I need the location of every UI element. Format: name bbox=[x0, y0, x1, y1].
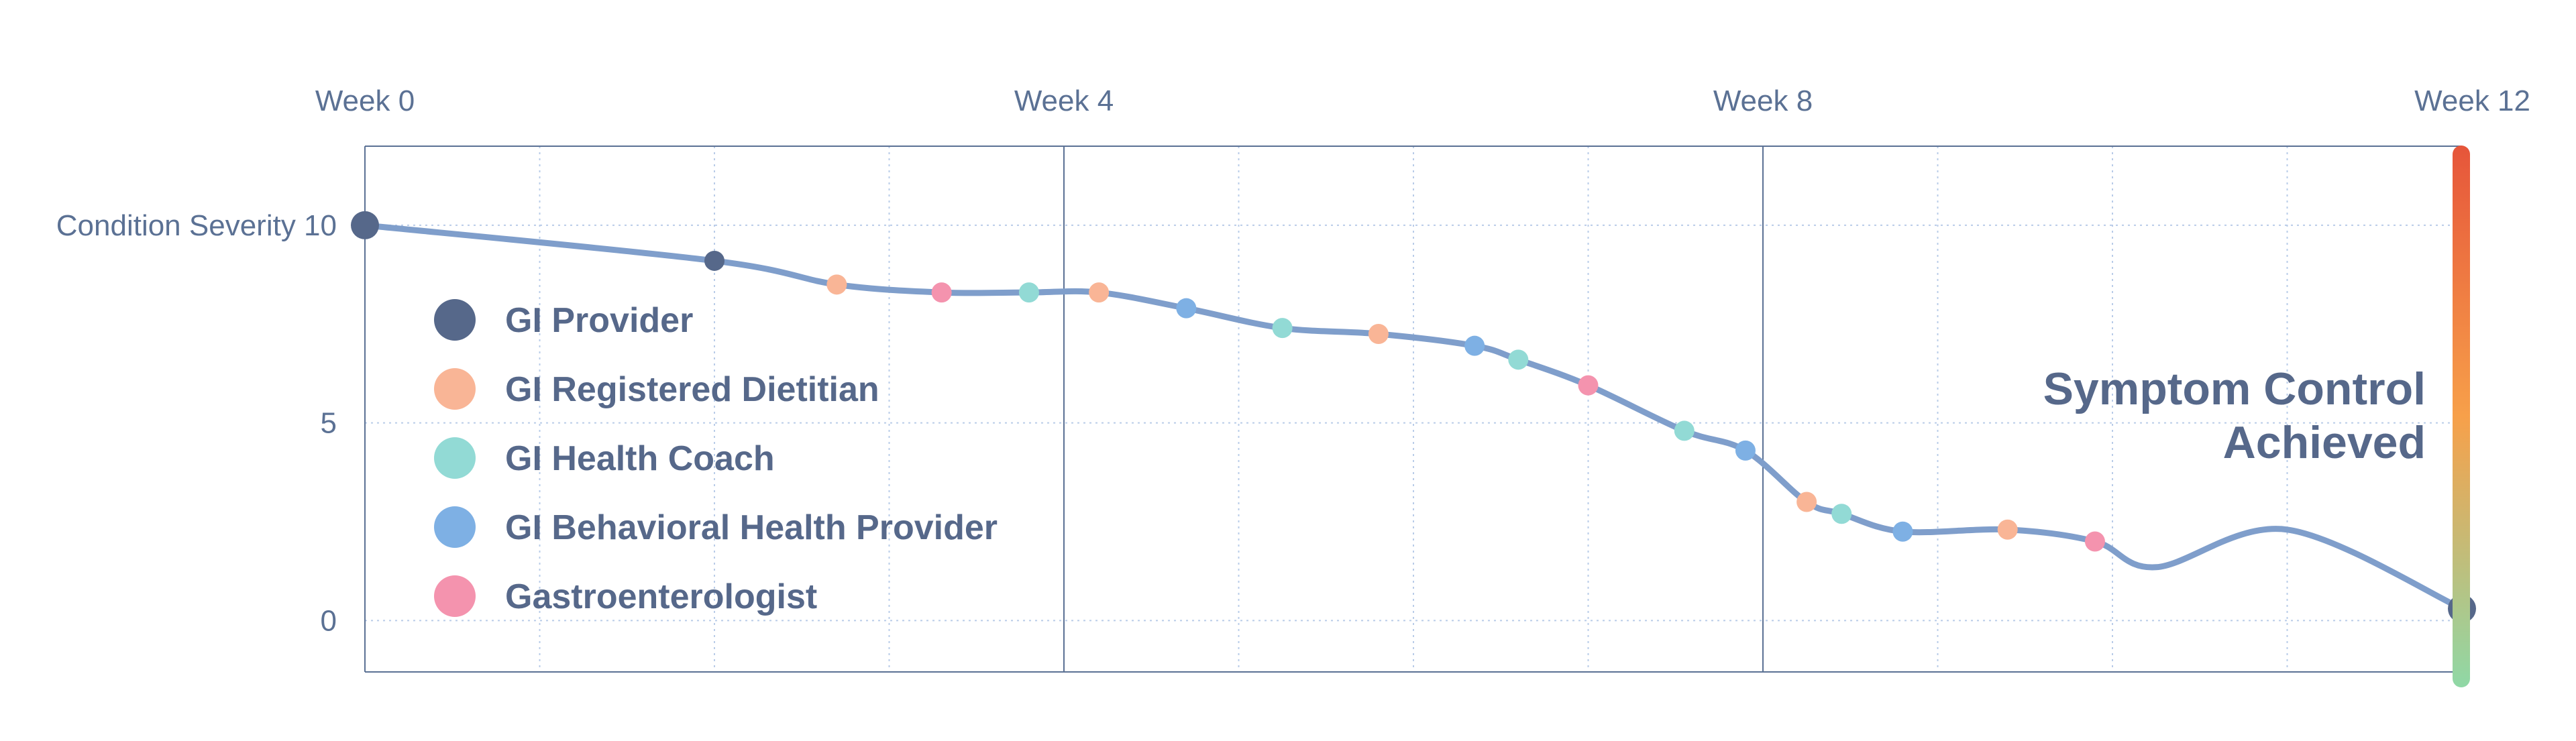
touchpoint-marker bbox=[1735, 440, 1756, 461]
touchpoint-marker bbox=[1272, 318, 1293, 339]
touchpoint-marker bbox=[1578, 375, 1599, 396]
touchpoint-marker bbox=[1796, 492, 1817, 512]
touchpoint-marker bbox=[826, 274, 847, 295]
x-tick-label: Week 4 bbox=[1014, 84, 1114, 117]
legend-label: GI Registered Dietitian bbox=[505, 370, 879, 409]
touchpoint-marker bbox=[1997, 519, 2018, 540]
touchpoint-marker bbox=[1176, 298, 1197, 319]
legend-label: GI Behavioral Health Provider bbox=[505, 508, 998, 547]
y-tick-label: Condition Severity 10 bbox=[56, 209, 337, 242]
touchpoint-marker bbox=[704, 250, 724, 271]
touchpoint-marker bbox=[351, 211, 379, 239]
touchpoint-marker bbox=[1089, 282, 1110, 303]
legend-swatch bbox=[434, 437, 476, 479]
x-tick-label: Week 12 bbox=[2414, 84, 2530, 117]
y-tick-label: 0 bbox=[321, 604, 337, 637]
touchpoint-marker bbox=[2084, 531, 2105, 552]
x-axis-tick-labels: Week 0 Week 4 Week 8 Week 12 bbox=[315, 84, 2530, 117]
legend-swatch bbox=[434, 506, 476, 548]
touchpoint-marker bbox=[1464, 335, 1485, 356]
touchpoint-marker bbox=[1674, 420, 1695, 441]
severity-gradient-bar-rect bbox=[2453, 146, 2470, 687]
annotation-text: Achieved bbox=[2223, 417, 2426, 468]
touchpoint-markers bbox=[351, 211, 2476, 623]
touchpoint-marker bbox=[1831, 504, 1852, 524]
severity-gradient-bar bbox=[2453, 146, 2470, 687]
legend-label: GI Provider bbox=[505, 301, 693, 340]
legend-swatch bbox=[434, 368, 476, 410]
x-tick-label: Week 0 bbox=[315, 84, 415, 117]
legend-swatch bbox=[434, 575, 476, 617]
touchpoint-marker bbox=[1018, 282, 1039, 303]
legend: GI Provider GI Registered Dietitian GI Hea… bbox=[434, 299, 998, 617]
legend-label: GI Health Coach bbox=[505, 439, 775, 478]
legend-label: Gastroenterologist bbox=[505, 577, 817, 616]
annotation-text: Symptom Control bbox=[2043, 363, 2426, 414]
y-tick-label: 5 bbox=[321, 407, 337, 440]
touchpoint-marker bbox=[1368, 324, 1389, 344]
x-tick-label: Week 8 bbox=[1713, 84, 1813, 117]
touchpoint-marker bbox=[1508, 349, 1529, 370]
touchpoint-marker bbox=[931, 282, 952, 303]
legend-swatch bbox=[434, 299, 476, 341]
touchpoint-marker bbox=[1892, 521, 1913, 542]
y-axis-tick-labels: Condition Severity 10 5 0 bbox=[56, 209, 337, 637]
